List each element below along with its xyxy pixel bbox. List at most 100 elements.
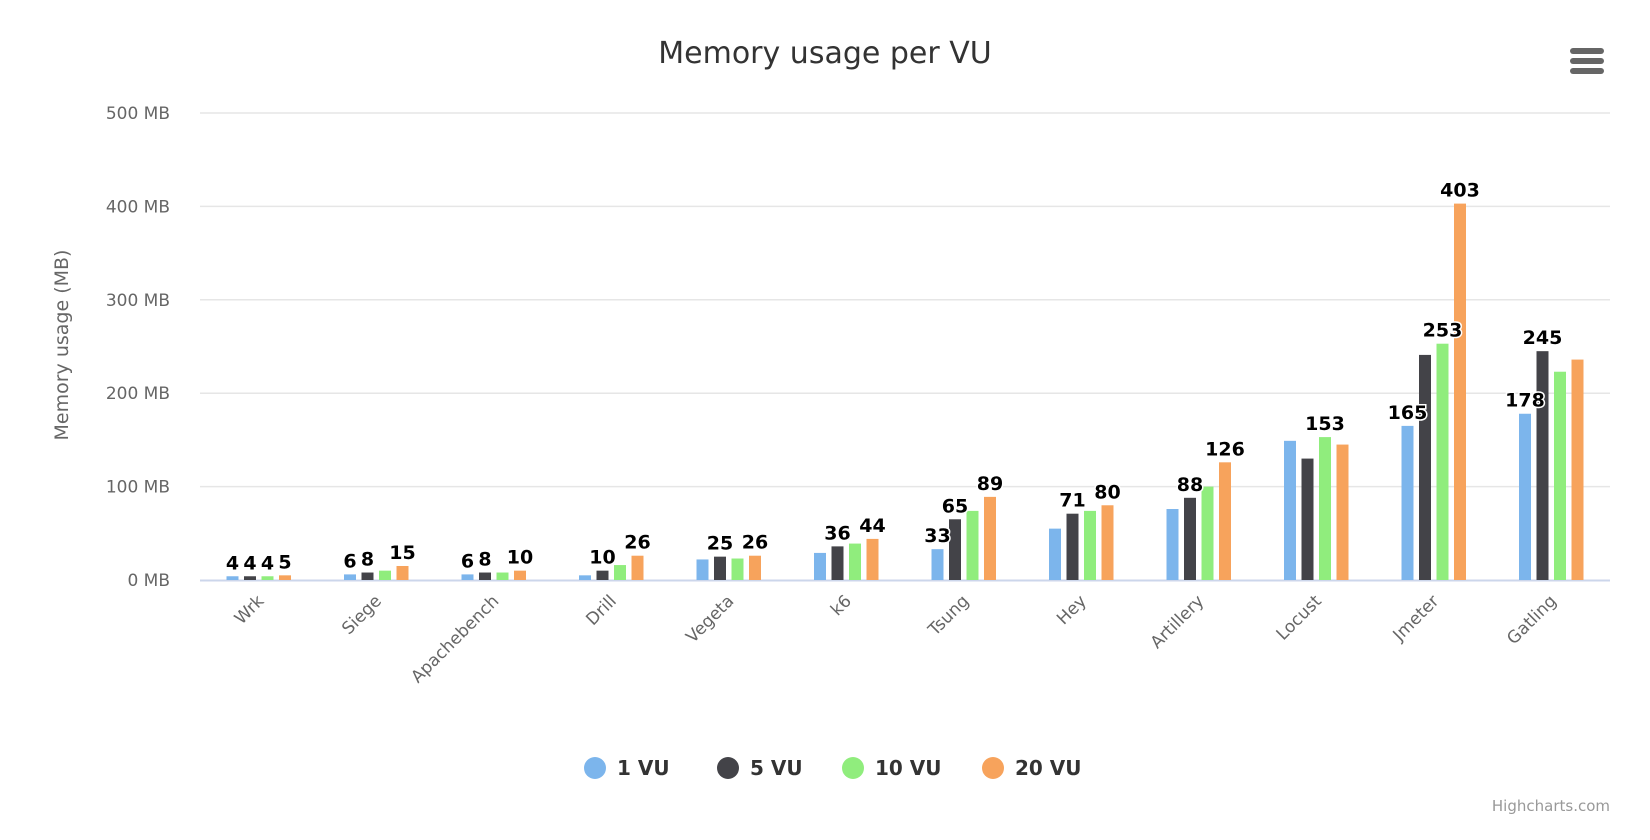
legend-marker: [982, 757, 1004, 779]
bar[interactable]: [496, 572, 509, 580]
data-label: 44: [859, 515, 885, 537]
bar[interactable]: [396, 565, 409, 580]
bar[interactable]: [1436, 343, 1449, 580]
bar[interactable]: [1166, 509, 1179, 580]
legend-item[interactable]: 5 VU: [717, 756, 803, 780]
bar[interactable]: [1519, 413, 1531, 580]
bar[interactable]: [931, 549, 944, 580]
bar[interactable]: [1571, 359, 1584, 580]
bar[interactable]: [1066, 513, 1079, 580]
bar[interactable]: [1336, 444, 1349, 580]
data-label: 4: [243, 552, 256, 574]
bar[interactable]: [1554, 371, 1566, 580]
y-tick-label: 300 MB: [106, 291, 170, 311]
legend-marker: [717, 757, 739, 779]
bar[interactable]: [749, 555, 761, 580]
bar[interactable]: [514, 570, 526, 580]
x-tick-label: Siege: [338, 591, 386, 639]
legend-marker: [584, 757, 606, 779]
bar[interactable]: [966, 510, 979, 580]
bar[interactable]: [226, 576, 239, 580]
legend-label: 20 VU: [1015, 756, 1082, 780]
y-tick-label: 100 MB: [106, 478, 170, 498]
bar[interactable]: [984, 496, 996, 580]
bar[interactable]: [614, 565, 626, 580]
data-label: 36: [824, 522, 850, 544]
x-tick-label: Gatling: [1503, 591, 1560, 648]
y-axis: 0 MB 100 MB 200 MB 300 MB 400 MB 500 MB: [106, 104, 170, 591]
bar[interactable]: [1184, 497, 1196, 580]
y-tick-label: 400 MB: [106, 197, 170, 217]
x-tick-label: Locust: [1273, 591, 1326, 644]
bar[interactable]: [949, 519, 961, 580]
bar[interactable]: [579, 575, 591, 580]
x-tick-label: Artillery: [1147, 591, 1208, 652]
x-tick-label: Wrk: [231, 591, 269, 629]
x-axis: Wrk Siege Apachebench Drill Vegeta k6 Tsung Hey…: [231, 591, 1561, 687]
bar[interactable]: [631, 555, 644, 580]
data-label: 26: [624, 532, 650, 554]
bar[interactable]: [261, 576, 274, 580]
y-tick-label: 0 MB: [127, 571, 170, 591]
bar[interactable]: [379, 570, 391, 580]
legend-marker: [842, 757, 864, 779]
bar[interactable]: [1101, 505, 1114, 580]
bar[interactable]: [714, 556, 726, 580]
legend-item[interactable]: 1 VU: [584, 756, 670, 780]
legend-item[interactable]: 20 VU: [982, 756, 1082, 780]
bar[interactable]: [1201, 486, 1214, 580]
bar[interactable]: [344, 574, 356, 580]
x-tick-label: Jmeter: [1389, 591, 1444, 646]
bar[interactable]: [1301, 458, 1314, 580]
legend: 1 VU 5 VU 10 VU 20 VU: [584, 756, 1082, 780]
data-label: 153: [1305, 413, 1345, 435]
bar[interactable]: [479, 572, 491, 580]
bar[interactable]: [1284, 440, 1296, 580]
bar[interactable]: [596, 570, 609, 580]
bar[interactable]: [361, 572, 374, 580]
data-label: 80: [1094, 481, 1120, 503]
bar[interactable]: [831, 546, 844, 580]
data-label: 6: [461, 550, 474, 572]
bar[interactable]: [866, 538, 879, 580]
hamburger-menu-icon: [1570, 48, 1604, 74]
data-label: 10: [507, 547, 533, 569]
legend-item[interactable]: 10 VU: [842, 756, 942, 780]
bar[interactable]: [696, 559, 709, 580]
bar[interactable]: [1084, 510, 1096, 580]
bar[interactable]: [731, 558, 744, 580]
data-label: 178: [1505, 390, 1545, 412]
data-label: 403: [1440, 180, 1480, 202]
data-label: 8: [361, 549, 374, 571]
bar[interactable]: [1401, 425, 1414, 580]
bar[interactable]: [814, 552, 826, 580]
bar[interactable]: [1319, 437, 1331, 580]
x-tick-label: Tsung: [924, 591, 973, 640]
bar[interactable]: [1536, 351, 1549, 580]
legend-label: 10 VU: [875, 756, 942, 780]
bar[interactable]: [1454, 203, 1466, 580]
data-label: 25: [707, 533, 733, 555]
bar[interactable]: [1419, 354, 1431, 580]
y-tick-label: 500 MB: [106, 104, 170, 124]
bars: [226, 203, 1584, 580]
x-tick-label: Drill: [582, 591, 620, 629]
bar[interactable]: [279, 575, 291, 580]
x-tick-label: k6: [827, 591, 856, 620]
data-label: 5: [278, 551, 291, 573]
chart-title: Memory usage per VU: [658, 36, 991, 71]
x-tick-label: Vegeta: [682, 591, 738, 647]
credits-link[interactable]: Highcharts.com: [1492, 797, 1610, 815]
x-tick-label: Hey: [1053, 591, 1091, 629]
bar[interactable]: [461, 574, 474, 580]
bar[interactable]: [1049, 528, 1061, 580]
menu-button[interactable]: [1570, 48, 1604, 74]
bar[interactable]: [849, 543, 861, 580]
bar[interactable]: [1219, 462, 1231, 580]
data-label: 126: [1205, 438, 1245, 460]
data-label: 65: [942, 495, 968, 517]
data-label: 4: [226, 552, 239, 574]
bar[interactable]: [244, 576, 256, 580]
